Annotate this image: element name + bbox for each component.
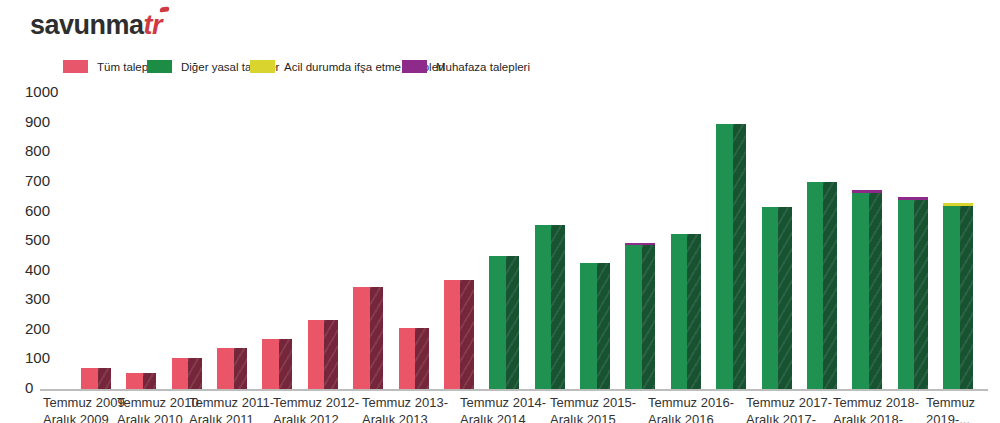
bar-front-face xyxy=(716,124,733,389)
bar-front-face xyxy=(353,287,370,389)
bar-front-face xyxy=(852,193,869,389)
bar xyxy=(807,182,837,389)
bar xyxy=(262,339,292,389)
bar-side-face xyxy=(597,263,611,389)
bar-side-face xyxy=(960,206,974,389)
y-tick-label: 500 xyxy=(25,232,50,247)
bar xyxy=(535,225,565,389)
y-tick-label: 200 xyxy=(25,321,50,336)
bar-front-face xyxy=(535,225,552,389)
bar-front-face xyxy=(671,234,688,389)
bar xyxy=(716,124,746,389)
bar-front-face xyxy=(81,368,98,389)
transparency-report-page: savunmatr Tüm taleplerDiğer yasal talepl… xyxy=(0,0,1000,423)
y-tick-label: 900 xyxy=(25,114,50,129)
bar-front-face xyxy=(580,263,597,389)
bar-side-face xyxy=(642,245,656,389)
bar xyxy=(671,234,701,389)
bar-side-face xyxy=(687,234,701,389)
bar-side-face xyxy=(234,348,248,389)
bar-side-face xyxy=(415,328,429,389)
bar-side-face xyxy=(370,287,384,389)
x-tick-label: Temmuz 2018-Aralık 2018- xyxy=(833,394,919,423)
x-tick-label: Temmuz 2011-Aralık 2011 xyxy=(189,394,274,423)
bar-side-face xyxy=(733,124,747,389)
bar-side-face xyxy=(460,280,474,389)
bar-front-face xyxy=(308,320,325,389)
y-tick-label: 400 xyxy=(25,262,50,277)
bar-front-face xyxy=(489,256,506,389)
bar-side-face xyxy=(188,358,202,389)
bar-side-face xyxy=(914,200,928,389)
bar xyxy=(852,190,882,389)
bar xyxy=(943,203,973,389)
bar xyxy=(489,256,519,389)
bar-front-face xyxy=(399,328,416,389)
bar-side-face xyxy=(98,368,112,389)
bar-front-face xyxy=(762,207,779,389)
bar xyxy=(444,280,474,389)
y-tick-label: 700 xyxy=(25,173,50,188)
bar-front-face xyxy=(262,339,279,389)
bar-front-face xyxy=(807,182,824,389)
y-tick-label: 300 xyxy=(25,291,50,306)
bar-front-face xyxy=(444,280,461,389)
bar-front-face xyxy=(898,200,915,389)
y-tick-label: 600 xyxy=(25,203,50,218)
bar xyxy=(126,373,156,389)
y-tick-label: 100 xyxy=(25,350,50,365)
x-tick-label: Temmuz 2016-Aralık 2016 xyxy=(648,394,734,423)
bar-front-face xyxy=(172,358,189,389)
bar xyxy=(625,243,655,389)
bar xyxy=(762,207,792,389)
y-tick-label: 0 xyxy=(25,380,33,395)
x-tick-label: Temmuz 2013-Aralık 2013 xyxy=(362,394,448,423)
x-tick-label: Temmuz2019-... xyxy=(926,394,975,423)
bar xyxy=(898,197,928,389)
bar xyxy=(399,328,429,389)
y-tick-label: 800 xyxy=(25,143,50,158)
y-tick-label: 1000 xyxy=(25,84,58,99)
bar-side-face xyxy=(506,256,520,389)
bar-side-face xyxy=(279,339,293,389)
x-axis-line xyxy=(40,389,988,391)
bar xyxy=(172,358,202,389)
bar-side-face xyxy=(551,225,565,389)
bar xyxy=(308,320,338,389)
bar-front-face xyxy=(126,373,143,389)
bar-side-face xyxy=(324,320,338,389)
bar-side-face xyxy=(778,207,792,389)
bar-front-face xyxy=(943,206,960,389)
bar xyxy=(353,287,383,389)
x-tick-label: Temmuz 2014-Aralık 2014 xyxy=(460,394,546,423)
x-tick-label: Temmuz 2015-Aralık 2015 xyxy=(550,394,636,423)
x-tick-label: Temmuz 2017-Aralık 2017- xyxy=(746,394,832,423)
x-tick-label: Temmuz 2012-Aralık 2012 xyxy=(273,394,359,423)
bar-front-face xyxy=(217,348,234,389)
bar xyxy=(81,368,111,389)
bar-side-face xyxy=(823,182,837,389)
bar xyxy=(580,263,610,389)
bar-side-face xyxy=(869,193,883,389)
bar-side-face xyxy=(143,373,157,389)
bar xyxy=(217,348,247,389)
bar-front-face xyxy=(625,245,642,389)
requests-bar-chart: 10009008007006005004003002001000 Temmuz … xyxy=(0,0,1000,423)
